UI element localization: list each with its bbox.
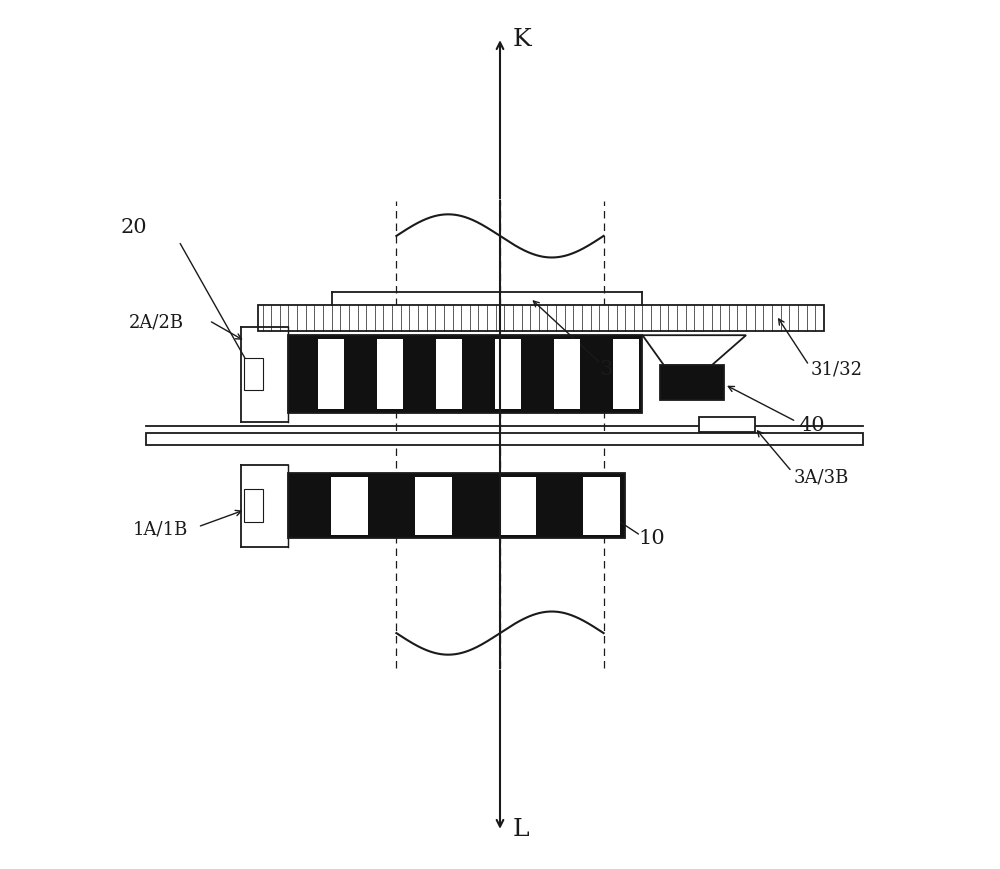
Bar — [436, 339, 462, 409]
Text: 10: 10 — [638, 528, 665, 547]
Bar — [288, 335, 642, 413]
Bar — [318, 339, 344, 409]
Text: K: K — [513, 28, 532, 50]
Text: 30: 30 — [599, 361, 626, 379]
Bar — [699, 417, 755, 432]
Bar — [499, 477, 536, 534]
Text: 1A/1B: 1A/1B — [133, 521, 188, 539]
Bar — [583, 477, 620, 534]
Bar — [660, 366, 724, 400]
Bar — [288, 474, 625, 538]
Bar — [146, 433, 863, 445]
Text: 2A/2B: 2A/2B — [129, 313, 184, 331]
Bar — [495, 339, 521, 409]
Bar — [258, 305, 824, 331]
Bar — [244, 489, 263, 522]
Text: 20: 20 — [120, 218, 147, 236]
Bar — [244, 358, 263, 390]
Bar — [377, 339, 403, 409]
Bar — [331, 477, 368, 534]
Bar — [554, 339, 580, 409]
Text: 31/32: 31/32 — [811, 361, 863, 379]
Text: L: L — [513, 819, 530, 841]
Text: 3A/3B: 3A/3B — [794, 468, 849, 487]
Bar — [613, 339, 639, 409]
Polygon shape — [642, 335, 746, 366]
Bar — [415, 477, 452, 534]
Text: 40: 40 — [798, 416, 825, 435]
